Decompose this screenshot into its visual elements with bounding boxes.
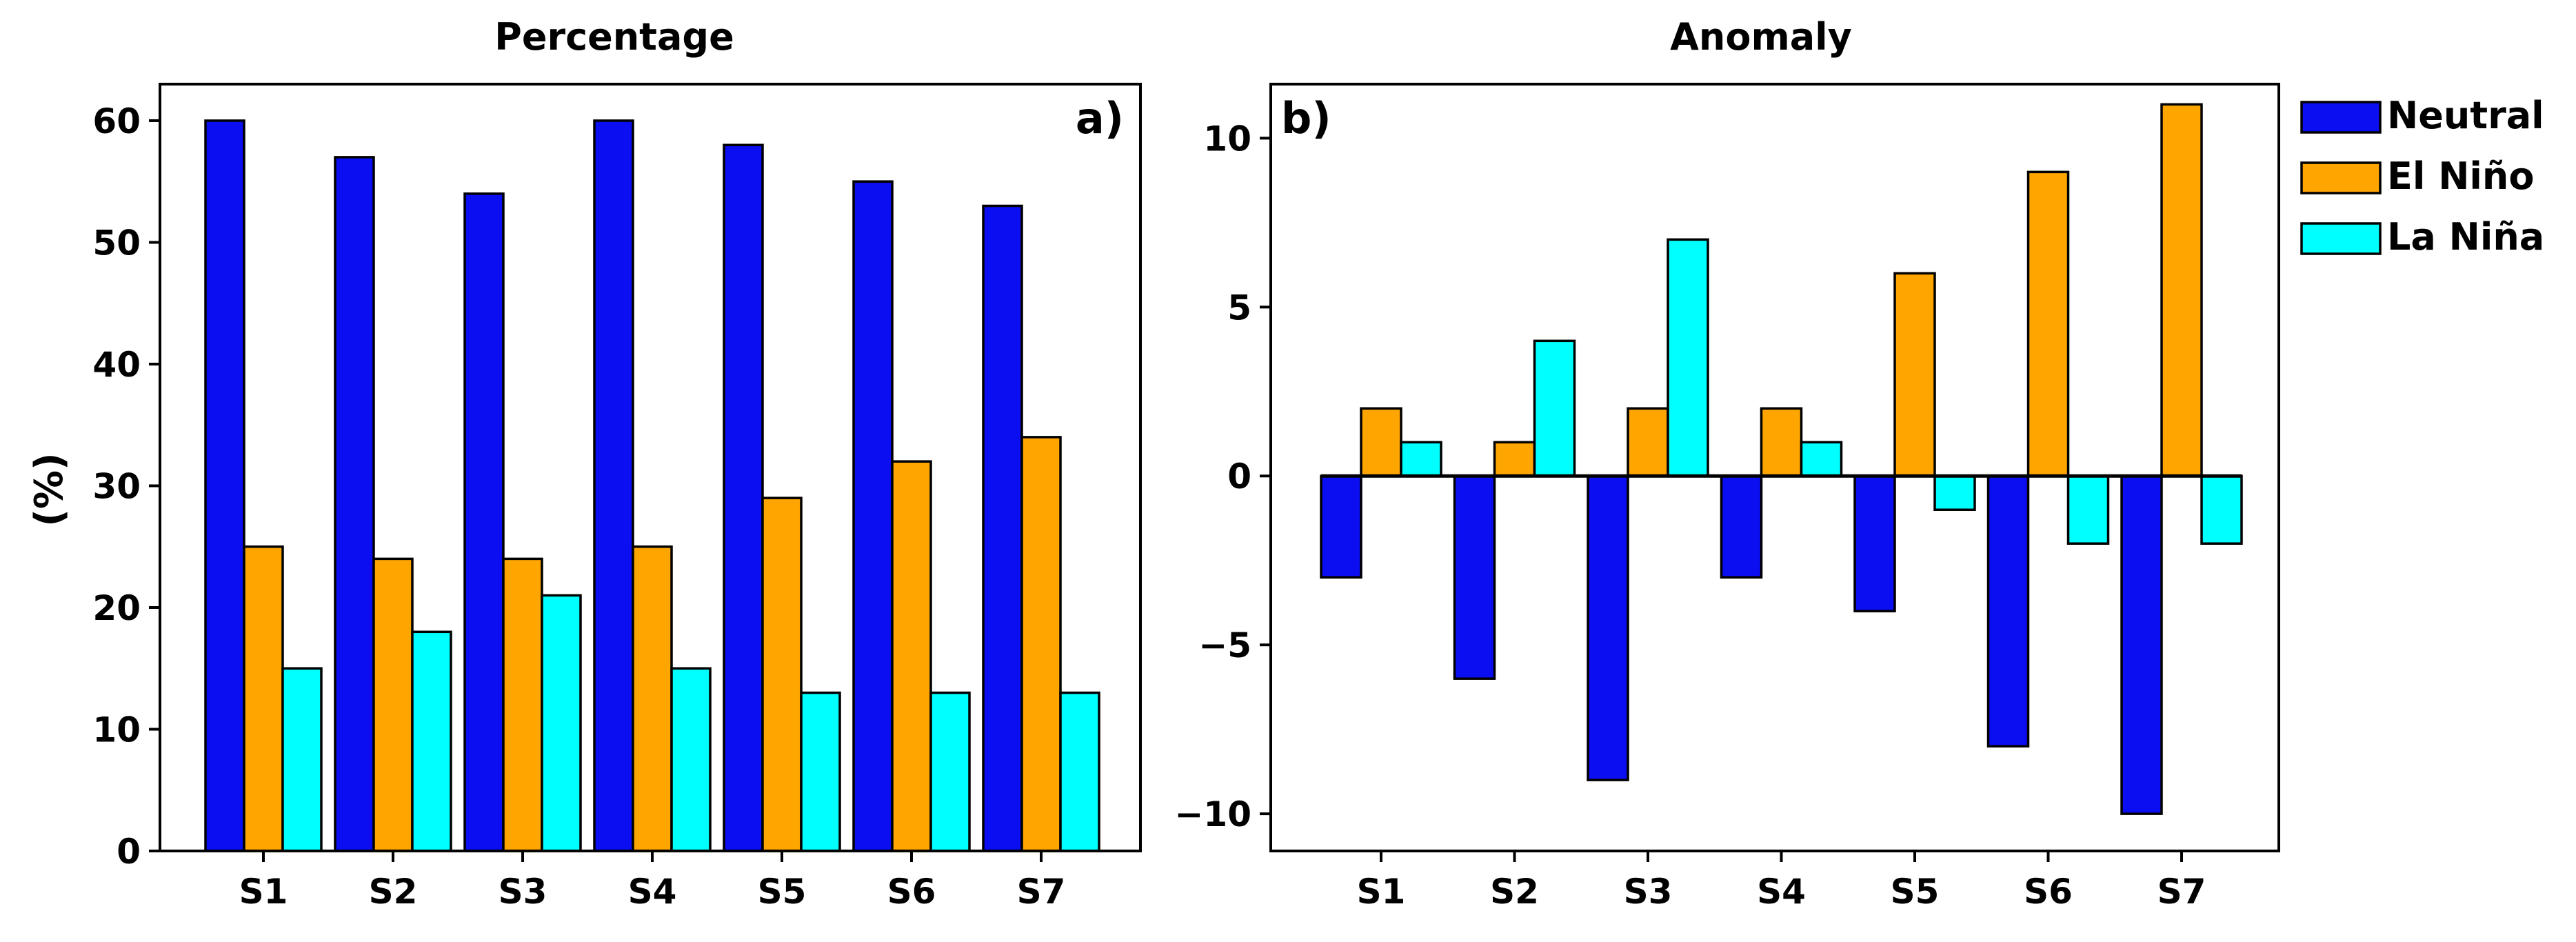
bar-percentage-la-nina-s5: [800, 691, 841, 852]
bar-anomaly-la-nina-s2: [1533, 339, 1576, 477]
chart-title-percentage: Percentage: [494, 15, 734, 59]
bar-percentage-el-nino-s3: [502, 557, 543, 852]
plot-frame-anomaly: [1269, 83, 2280, 852]
bar-percentage-neutral-s3: [463, 192, 505, 852]
y-tick-label: −5: [1198, 625, 1251, 665]
y-tick-label: 20: [92, 588, 141, 628]
bar-anomaly-el-nino-s6: [2026, 170, 2070, 477]
y-tick-label: 0: [117, 832, 141, 872]
bar-anomaly-neutral-s3: [1587, 474, 1629, 781]
bar-percentage-neutral-s4: [593, 119, 634, 852]
bar-percentage-neutral-s5: [723, 143, 764, 852]
x-tick-label-s2: S2: [369, 872, 418, 912]
bar-percentage-el-nino-s7: [1020, 436, 1062, 852]
bar-percentage-el-nino-s6: [891, 460, 932, 852]
legend-swatch-el-nino: [2300, 161, 2382, 194]
y-tick-label: 0: [1227, 457, 1251, 497]
bar-percentage-la-nina-s3: [541, 594, 582, 852]
panel-anomaly: Anomaly −10 −5 0 5 10 S1 S2 S3 S4 S5 S6 S7 b): [1175, 15, 2280, 912]
x-tick-label-s7: S7: [2157, 872, 2206, 912]
panel-label-b: b): [1281, 93, 1331, 143]
bar-anomaly-neutral-s2: [1453, 474, 1496, 680]
bars-percentage: 0 10 20 30 40 50 60 S1 S2 S3 S4 S5 S6 S7: [92, 101, 1100, 912]
legend-swatch-neutral: [2300, 101, 2382, 134]
bar-percentage-neutral-s7: [982, 204, 1023, 852]
bar-anomaly-neutral-s4: [1720, 474, 1763, 579]
x-tick-label-s1: S1: [1357, 872, 1406, 912]
bar-anomaly-el-nino-s7: [2160, 103, 2203, 477]
plot-frame-percentage: [159, 83, 1142, 852]
bar-anomaly-la-nina-s7: [2200, 474, 2243, 545]
bar-percentage-neutral-s2: [334, 156, 375, 852]
y-tick-label: 40: [92, 345, 141, 385]
bar-percentage-la-nina-s2: [411, 630, 452, 852]
bar-percentage-el-nino-s5: [761, 497, 803, 852]
bar-percentage-el-nino-s2: [372, 557, 414, 852]
x-tick-label-s7: S7: [1017, 872, 1066, 912]
y-tick-label: 10: [92, 710, 141, 750]
bar-percentage-la-nina-s4: [670, 667, 712, 852]
bar-percentage-neutral-s1: [204, 119, 245, 852]
panel-percentage: Percentage (%) 0 10 20 30 40 50 60 S1 S2 S3 S4 S5 S6…: [27, 15, 1142, 912]
bar-anomaly-el-nino-s4: [1760, 407, 1803, 477]
bar-percentage-la-nina-s7: [1059, 691, 1100, 852]
x-tick-label-s3: S3: [1624, 872, 1673, 912]
x-tick-label-s5: S5: [1891, 872, 1940, 912]
y-tick-label: 60: [92, 101, 141, 141]
x-tick-label-s3: S3: [499, 872, 547, 912]
x-tick-label-s1: S1: [239, 872, 288, 912]
y-tick-label: 10: [1203, 119, 1251, 159]
y-axis-label: (%): [27, 452, 72, 526]
bar-percentage-el-nino-s1: [243, 545, 284, 852]
bar-anomaly-neutral-s7: [2120, 474, 2163, 815]
bar-anomaly-el-nino-s5: [1893, 272, 1936, 477]
legend-label-neutral: Neutral: [2387, 94, 2544, 137]
x-tick-label-s4: S4: [1757, 872, 1806, 912]
bar-anomaly-neutral-s5: [1853, 474, 1896, 612]
bars-anomaly: −10 −5 0 5 10 S1 S2 S3 S4 S5 S6 S7: [1175, 103, 2243, 912]
x-tick-label-s4: S4: [628, 872, 677, 912]
x-tick-label-s2: S2: [1490, 872, 1539, 912]
chart-title-anomaly: Anomaly: [1670, 15, 1852, 59]
bar-anomaly-neutral-s1: [1320, 474, 1362, 579]
x-tick-label-s5: S5: [758, 872, 807, 912]
bar-anomaly-la-nina-s6: [2066, 474, 2110, 545]
panel-label-a: a): [1076, 93, 1124, 143]
legend-swatch-la-nina: [2300, 222, 2382, 255]
bar-anomaly-el-nino-s2: [1493, 441, 1536, 477]
bar-anomaly-la-nina-s1: [1400, 441, 1442, 477]
bar-percentage-el-nino-s4: [632, 545, 673, 852]
bar-anomaly-la-nina-s5: [1933, 474, 1976, 511]
bar-percentage-la-nina-s1: [281, 667, 323, 852]
x-tick-label-s6: S6: [887, 872, 936, 912]
bar-percentage-la-nina-s6: [929, 691, 971, 852]
bar-anomaly-el-nino-s1: [1360, 407, 1402, 477]
bar-anomaly-la-nina-s4: [1800, 441, 1843, 477]
x-tick-label-s6: S6: [2024, 872, 2073, 912]
y-tick-label: 30: [92, 466, 141, 506]
legend-label-la-nina: La Niña: [2387, 215, 2544, 259]
y-tick-label: 5: [1227, 288, 1251, 328]
legend: Neutral El Niño La Niña: [2300, 94, 2544, 259]
bar-anomaly-el-nino-s3: [1627, 407, 1669, 477]
bar-anomaly-la-nina-s3: [1667, 238, 1709, 477]
bar-percentage-neutral-s6: [852, 180, 894, 852]
legend-label-el-nino: El Niño: [2387, 154, 2534, 198]
y-tick-label: 50: [92, 223, 141, 263]
bar-anomaly-neutral-s6: [1986, 474, 2030, 748]
y-tick-label: −10: [1175, 794, 1251, 834]
